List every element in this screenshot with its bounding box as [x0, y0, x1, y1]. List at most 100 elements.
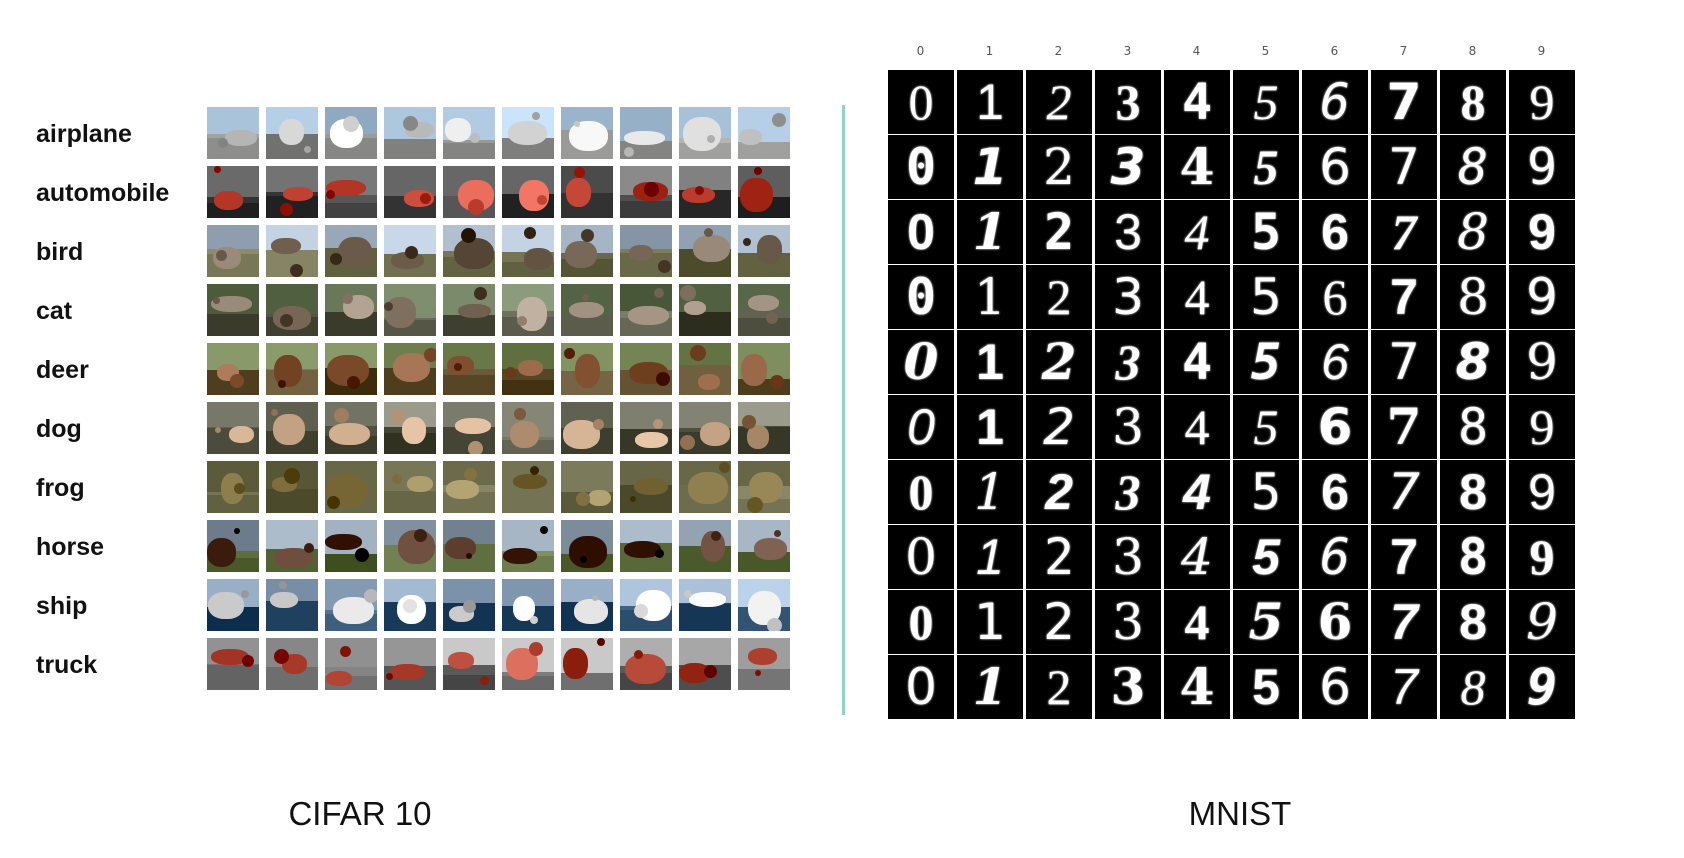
cifar-thumbnail-horse	[561, 520, 613, 572]
mnist-column-label: 9	[1537, 44, 1546, 58]
mnist-digit-0: 0	[888, 265, 954, 329]
cifar-thumbnail-bird	[384, 225, 436, 277]
cifar-thumbnail-deer	[620, 343, 672, 395]
mnist-column-label: 5	[1261, 44, 1270, 58]
mnist-digit-6: 6	[1302, 590, 1368, 654]
cifar-thumbnail-horse	[266, 520, 318, 572]
mnist-digit-4: 4	[1164, 395, 1230, 459]
mnist-digit-5: 5	[1233, 200, 1299, 264]
mnist-digit-1: 1	[957, 200, 1023, 264]
cifar-thumbnail-dog	[443, 402, 495, 454]
cifar-label-horse: horse	[36, 533, 105, 561]
mnist-column-label: 8	[1468, 44, 1477, 58]
cifar-thumbnail-frog	[738, 461, 790, 513]
cifar-thumbnail-ship	[443, 579, 495, 631]
mnist-digit-6: 6	[1302, 330, 1368, 394]
cifar-thumbnail-ship	[266, 579, 318, 631]
cifar-thumbnail-frog	[384, 461, 436, 513]
cifar-thumbnail-bird	[207, 225, 259, 277]
cifar-thumbnail-ship	[384, 579, 436, 631]
mnist-digit-1: 1	[957, 590, 1023, 654]
cifar-label-automobile: automobile	[36, 179, 170, 207]
cifar-label-airplane: airplane	[36, 120, 132, 148]
cifar-thumbnail-airplane	[679, 107, 731, 159]
cifar-thumbnail-horse	[738, 520, 790, 572]
cifar-thumbnail-automobile	[561, 166, 613, 218]
mnist-digit-5: 5	[1233, 135, 1299, 199]
cifar-thumbnail-cat	[325, 284, 377, 336]
cifar-thumbnail-dog	[384, 402, 436, 454]
cifar-thumbnail-truck	[502, 638, 554, 690]
mnist-digit-2: 2	[1026, 330, 1092, 394]
mnist-digit-6: 6	[1302, 135, 1368, 199]
mnist-digit-4: 4	[1164, 330, 1230, 394]
cifar-thumbnail-horse	[325, 520, 377, 572]
cifar-thumbnail-cat	[502, 284, 554, 336]
cifar-thumbnail-automobile	[443, 166, 495, 218]
mnist-digit-3: 3	[1095, 655, 1161, 719]
mnist-digit-4: 4	[1164, 655, 1230, 719]
mnist-digit-1: 1	[957, 265, 1023, 329]
cifar-caption: CIFAR 10	[288, 795, 432, 832]
mnist-digit-2: 2	[1026, 265, 1092, 329]
mnist-digit-3: 3	[1095, 70, 1161, 134]
cifar-thumbnail-ship	[207, 579, 259, 631]
mnist-digit-5: 5	[1233, 590, 1299, 654]
mnist-digit-7: 7	[1371, 135, 1437, 199]
cifar-thumbnail-cat	[266, 284, 318, 336]
cifar-thumbnail-ship	[620, 579, 672, 631]
mnist-digit-6: 6	[1302, 655, 1368, 719]
cifar-label-truck: truck	[36, 651, 98, 679]
mnist-digit-3: 3	[1095, 395, 1161, 459]
cifar-thumbnail-cat	[620, 284, 672, 336]
mnist-column-label: 4	[1192, 44, 1201, 58]
cifar-label-dog: dog	[36, 415, 82, 443]
mnist-digit-1: 1	[957, 330, 1023, 394]
mnist-digit-8: 8	[1440, 70, 1506, 134]
mnist-digit-9: 9	[1509, 135, 1575, 199]
mnist-digit-2: 2	[1026, 655, 1092, 719]
mnist-digit-6: 6	[1302, 395, 1368, 459]
mnist-column-label: 0	[916, 44, 925, 58]
mnist-column-label: 2	[1054, 44, 1063, 58]
cifar-thumbnail-ship	[502, 579, 554, 631]
mnist-digit-2: 2	[1026, 135, 1092, 199]
cifar-thumbnail-dog	[679, 402, 731, 454]
mnist-digit-7: 7	[1371, 590, 1437, 654]
mnist-digit-7: 7	[1371, 330, 1437, 394]
mnist-digit-9: 9	[1509, 460, 1575, 524]
cifar-thumbnail-bird	[502, 225, 554, 277]
mnist-digit-7: 7	[1371, 265, 1437, 329]
cifar-thumbnail-automobile	[266, 166, 318, 218]
cifar-thumbnail-ship	[325, 579, 377, 631]
mnist-digit-6: 6	[1302, 70, 1368, 134]
cifar-thumbnail-horse	[620, 520, 672, 572]
mnist-digit-1: 1	[957, 395, 1023, 459]
cifar-thumbnail-truck	[561, 638, 613, 690]
cifar-thumbnail-frog	[325, 461, 377, 513]
mnist-digit-3: 3	[1095, 590, 1161, 654]
cifar-thumbnail-cat	[384, 284, 436, 336]
mnist-digit-9: 9	[1509, 200, 1575, 264]
mnist-digit-0: 0	[888, 395, 954, 459]
cifar-label-deer: deer	[36, 356, 89, 384]
cifar-thumbnail-airplane	[502, 107, 554, 159]
mnist-caption: MNIST	[1188, 795, 1292, 832]
mnist-digit-8: 8	[1440, 460, 1506, 524]
cifar-thumbnail-bird	[266, 225, 318, 277]
cifar-thumbnail-dog	[502, 402, 554, 454]
cifar-thumbnail-automobile	[325, 166, 377, 218]
cifar-thumbnail-frog	[502, 461, 554, 513]
cifar-thumbnail-horse	[502, 520, 554, 572]
cifar-thumbnail-frog	[679, 461, 731, 513]
cifar-thumbnail-bird	[620, 225, 672, 277]
cifar-thumbnail-frog	[207, 461, 259, 513]
cifar-thumbnail-frog	[620, 461, 672, 513]
mnist-digit-7: 7	[1371, 395, 1437, 459]
mnist-digit-2: 2	[1026, 200, 1092, 264]
mnist-digit-0: 0	[888, 70, 954, 134]
mnist-digit-5: 5	[1233, 70, 1299, 134]
mnist-digit-8: 8	[1440, 265, 1506, 329]
mnist-digit-9: 9	[1509, 590, 1575, 654]
